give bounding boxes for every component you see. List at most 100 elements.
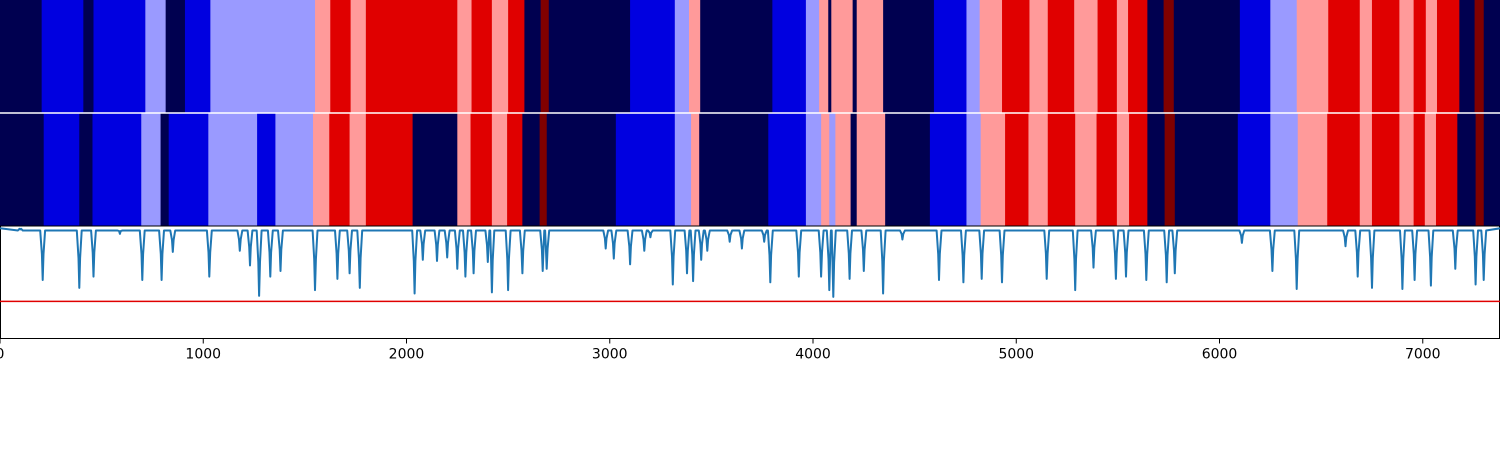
track-1-segment-lavender: [145, 0, 167, 113]
track-1-segment-red: [1097, 0, 1118, 113]
track-1-segment-pink: [689, 0, 701, 113]
x-tick-label: 0: [0, 347, 4, 363]
track-1-segment-navy: [1459, 0, 1476, 113]
track-2-segment-blue: [929, 113, 968, 226]
track-2-segment-red: [1096, 113, 1118, 226]
track-2-segment-red: [1327, 113, 1361, 226]
track-2-segment-blue: [43, 113, 80, 226]
confidence-line: [0, 227, 1500, 298]
track-1-segment-pink: [1399, 0, 1415, 113]
track-1-segment-lavender: [1270, 0, 1298, 113]
track-1-segment-red: [365, 0, 458, 113]
track-1-segment-pink: [1359, 0, 1373, 113]
track-2-segment-red: [1047, 113, 1076, 226]
track-1-segment-pink: [1116, 0, 1129, 113]
track-1-segment-pink: [979, 0, 1003, 113]
track-1-segment-navy: [883, 0, 935, 113]
x-tick-label: 2000: [389, 347, 425, 363]
track-2-segment-pink: [1116, 113, 1130, 226]
x-tick-label: 6000: [1202, 347, 1238, 363]
track-2-segment-lavender: [275, 113, 314, 226]
track-1-segment-blue: [41, 0, 84, 113]
track-2-segment-navy: [412, 113, 458, 226]
track-1-segment-navy: [852, 0, 858, 113]
track-2-segment-pink: [1028, 113, 1049, 226]
track-2-segment-navy: [79, 113, 94, 226]
track-2-segment-darkred: [1164, 113, 1176, 226]
track-1-segment-pink: [856, 0, 884, 113]
track-1-segment-pink: [1425, 0, 1438, 113]
track-2: [0, 113, 1500, 226]
track-1-segment-darkred: [540, 0, 550, 113]
track-1-segment-red: [1413, 0, 1427, 113]
track-1-segment-pink: [1074, 0, 1099, 113]
track-2-segment-navy: [1457, 113, 1477, 226]
track-2-segment-blue: [92, 113, 142, 226]
track-2-segment-pink: [1359, 113, 1373, 226]
track-2-segment-pink: [313, 113, 330, 226]
track-2-segment-blue: [1237, 113, 1271, 226]
track-1-segment-lavender: [210, 0, 316, 113]
track-1-segment-red: [1047, 0, 1075, 113]
track-2-segment-pink: [1399, 113, 1415, 226]
track-1-segment-pink: [315, 0, 331, 113]
track-2-segment-navy: [522, 113, 541, 226]
track-2-segment-lavender: [208, 113, 258, 226]
track-1-segment-pink: [457, 0, 473, 113]
track-2-segment-pink: [457, 113, 472, 226]
track-2-segment-pink: [691, 113, 700, 226]
track-2-segment-red: [470, 113, 493, 226]
track-1-segment-darkred: [1474, 0, 1485, 113]
track-2-segment-lavender: [674, 113, 692, 226]
track-1-segment-red: [471, 0, 493, 113]
track-1-segment-navy: [1173, 0, 1241, 113]
track-2-segment-red: [365, 113, 414, 226]
x-tick-label: 7000: [1405, 347, 1441, 363]
track-2-segment-lavender: [829, 113, 836, 226]
track-1-segment-lavender: [674, 0, 690, 113]
track-2-segment-pink: [856, 113, 886, 226]
track-1-segment-navy: [0, 0, 43, 113]
track-1-segment-blue: [933, 0, 968, 113]
track-2-segment-pink: [491, 113, 508, 226]
track-2-segment-pink: [821, 113, 830, 226]
track-1-segment-navy: [1147, 0, 1165, 113]
track-1-segment-red: [1436, 0, 1460, 113]
track-2-segment-pink: [980, 113, 1006, 226]
track-2-segment-navy: [160, 113, 170, 226]
track-1-segment-navy: [828, 0, 832, 113]
track-1-segment-blue: [93, 0, 146, 113]
track-1-segment-lavender: [805, 0, 820, 113]
track-1-segment-blue: [630, 0, 676, 113]
track-2-segment-navy: [1147, 113, 1166, 226]
track-1: [0, 0, 1500, 113]
track-2-segment-lavender: [805, 113, 822, 226]
track-2-segment-navy: [0, 113, 45, 226]
track-2-segment-blue: [615, 113, 676, 226]
track-2-segment-pink: [835, 113, 852, 226]
x-tick-label: 5000: [998, 347, 1034, 363]
track-2-segment-red: [1435, 113, 1458, 226]
track-2-segment-blue: [168, 113, 209, 226]
track-2-segment-navy: [546, 113, 617, 226]
x-axis: 0 1000 2000 3000 4000 5000 6000 7000: [0, 338, 1441, 363]
track-2-segment-pink: [1075, 113, 1098, 226]
track-1-segment-navy: [524, 0, 542, 113]
track-1-segment-navy: [165, 0, 186, 113]
track-2-segment-navy: [1483, 113, 1500, 226]
track-1-segment-pink: [819, 0, 829, 113]
track-1-segment-pink: [491, 0, 509, 113]
track-1-segment-red: [1328, 0, 1361, 113]
confidence-panel: [0, 225, 1500, 339]
track-1-segment-navy: [548, 0, 631, 113]
track-1-segment-lavender: [966, 0, 981, 113]
x-tick-label: 1000: [185, 347, 221, 363]
track-2-segment-red: [1005, 113, 1030, 226]
track-2-segment-navy: [699, 113, 769, 226]
track-2-segment-red: [1371, 113, 1400, 226]
track-1-segment-pink: [831, 0, 854, 113]
track-2-segment-pink: [1297, 113, 1328, 226]
track-1-segment-blue: [1239, 0, 1271, 113]
track-1-segment-pink: [1029, 0, 1049, 113]
track-2-segment-lavender: [141, 113, 162, 226]
